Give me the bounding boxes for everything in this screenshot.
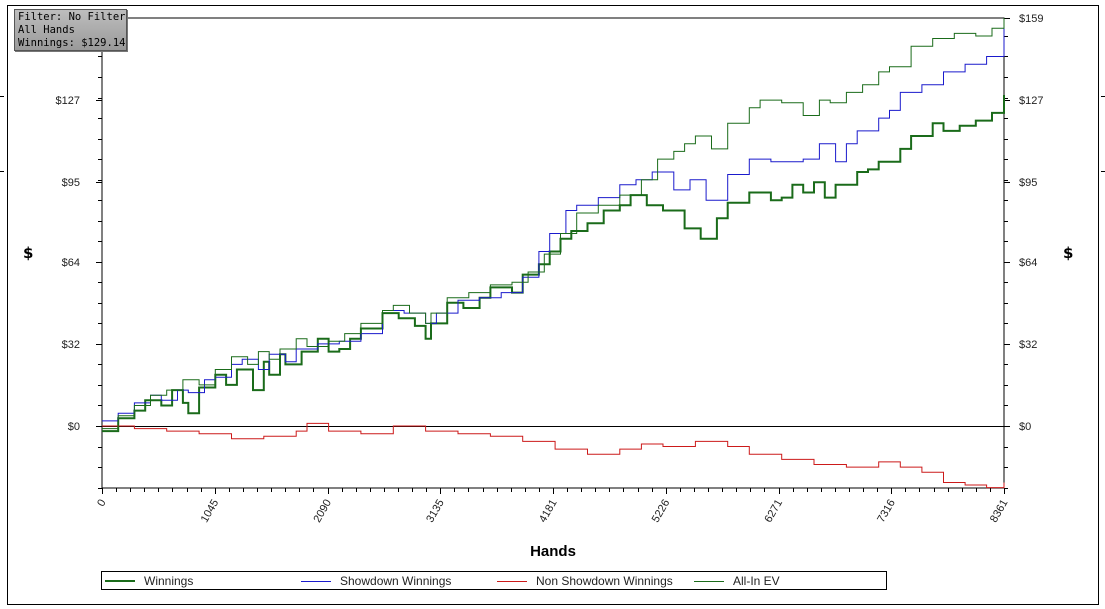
x-tick-label: 8361: [988, 498, 1011, 525]
y-tick-label-left: $32: [62, 339, 80, 351]
filter-info-box: Filter: No Filter All Hands Winnings: $1…: [14, 9, 127, 51]
frame-edge-mark: [1101, 171, 1105, 172]
legend-label: Winnings: [144, 574, 194, 588]
legend-swatch: [694, 580, 724, 582]
y-axis-title-left: $: [23, 244, 34, 262]
series-group: [102, 18, 1005, 489]
x-tick-label: 0: [95, 498, 108, 509]
x-tick-label: 3135: [424, 498, 447, 525]
hands-label: All Hands: [18, 24, 75, 36]
legend-swatch: [105, 580, 135, 582]
x-tick-label: 1045: [199, 498, 222, 525]
y-tick-label-right: $0: [1019, 421, 1031, 433]
legend-item-showdown-winnings: Showdown Winnings: [301, 574, 451, 588]
y-tick-label-left: $127: [56, 95, 80, 107]
y-axis-title-right: $: [1063, 244, 1074, 262]
chart-frame: [7, 5, 1099, 605]
y-tick-label-right: $64: [1019, 257, 1037, 269]
legend-item-non-showdown-winnings: Non Showdown Winnings: [497, 574, 673, 588]
y-tick-label-left: $0: [68, 421, 80, 433]
legend-label: Showdown Winnings: [340, 574, 452, 588]
series-line-non-showdown-winnings: [102, 422, 1005, 489]
legend-label: All-In EV: [733, 574, 780, 588]
y-tick-label-right: $95: [1019, 177, 1037, 189]
frame-edge-mark: [0, 171, 4, 172]
frame-edge-mark: [0, 96, 4, 97]
x-tick-label: 2090: [311, 498, 334, 525]
series-line-all-in-ev: [102, 18, 1005, 430]
y-tick-label-right: $127: [1019, 95, 1043, 107]
axes: [96, 17, 1010, 494]
x-tick-label: 4181: [537, 498, 560, 525]
filter-label: Filter: No Filter: [18, 11, 126, 23]
series-line-winnings: [102, 95, 1005, 433]
x-axis-title: Hands: [530, 543, 576, 560]
legend-swatch: [301, 580, 331, 582]
winnings-total-label: Winnings: $129.14: [18, 37, 126, 49]
legend-label: Non Showdown Winnings: [536, 574, 673, 588]
legend-swatch: [497, 580, 527, 582]
legend-item-all-in-ev: All-In EV: [694, 574, 780, 588]
x-tick-label: 5226: [650, 498, 673, 525]
y-tick-label-right: $159: [1019, 13, 1043, 25]
legend-item-winnings: Winnings: [105, 574, 193, 588]
y-tick-label-right: $32: [1019, 339, 1037, 351]
x-tick-label: 7316: [875, 498, 898, 525]
x-tick-label: 6271: [762, 498, 785, 525]
y-tick-label-left: $64: [62, 257, 80, 269]
legend: Winnings Showdown Winnings Non Showdown …: [101, 571, 887, 590]
series-line-showdown-winnings: [102, 25, 1005, 422]
frame-edge-mark: [1101, 96, 1105, 97]
plot-area: [101, 17, 1005, 489]
y-tick-label-left: $95: [62, 177, 80, 189]
